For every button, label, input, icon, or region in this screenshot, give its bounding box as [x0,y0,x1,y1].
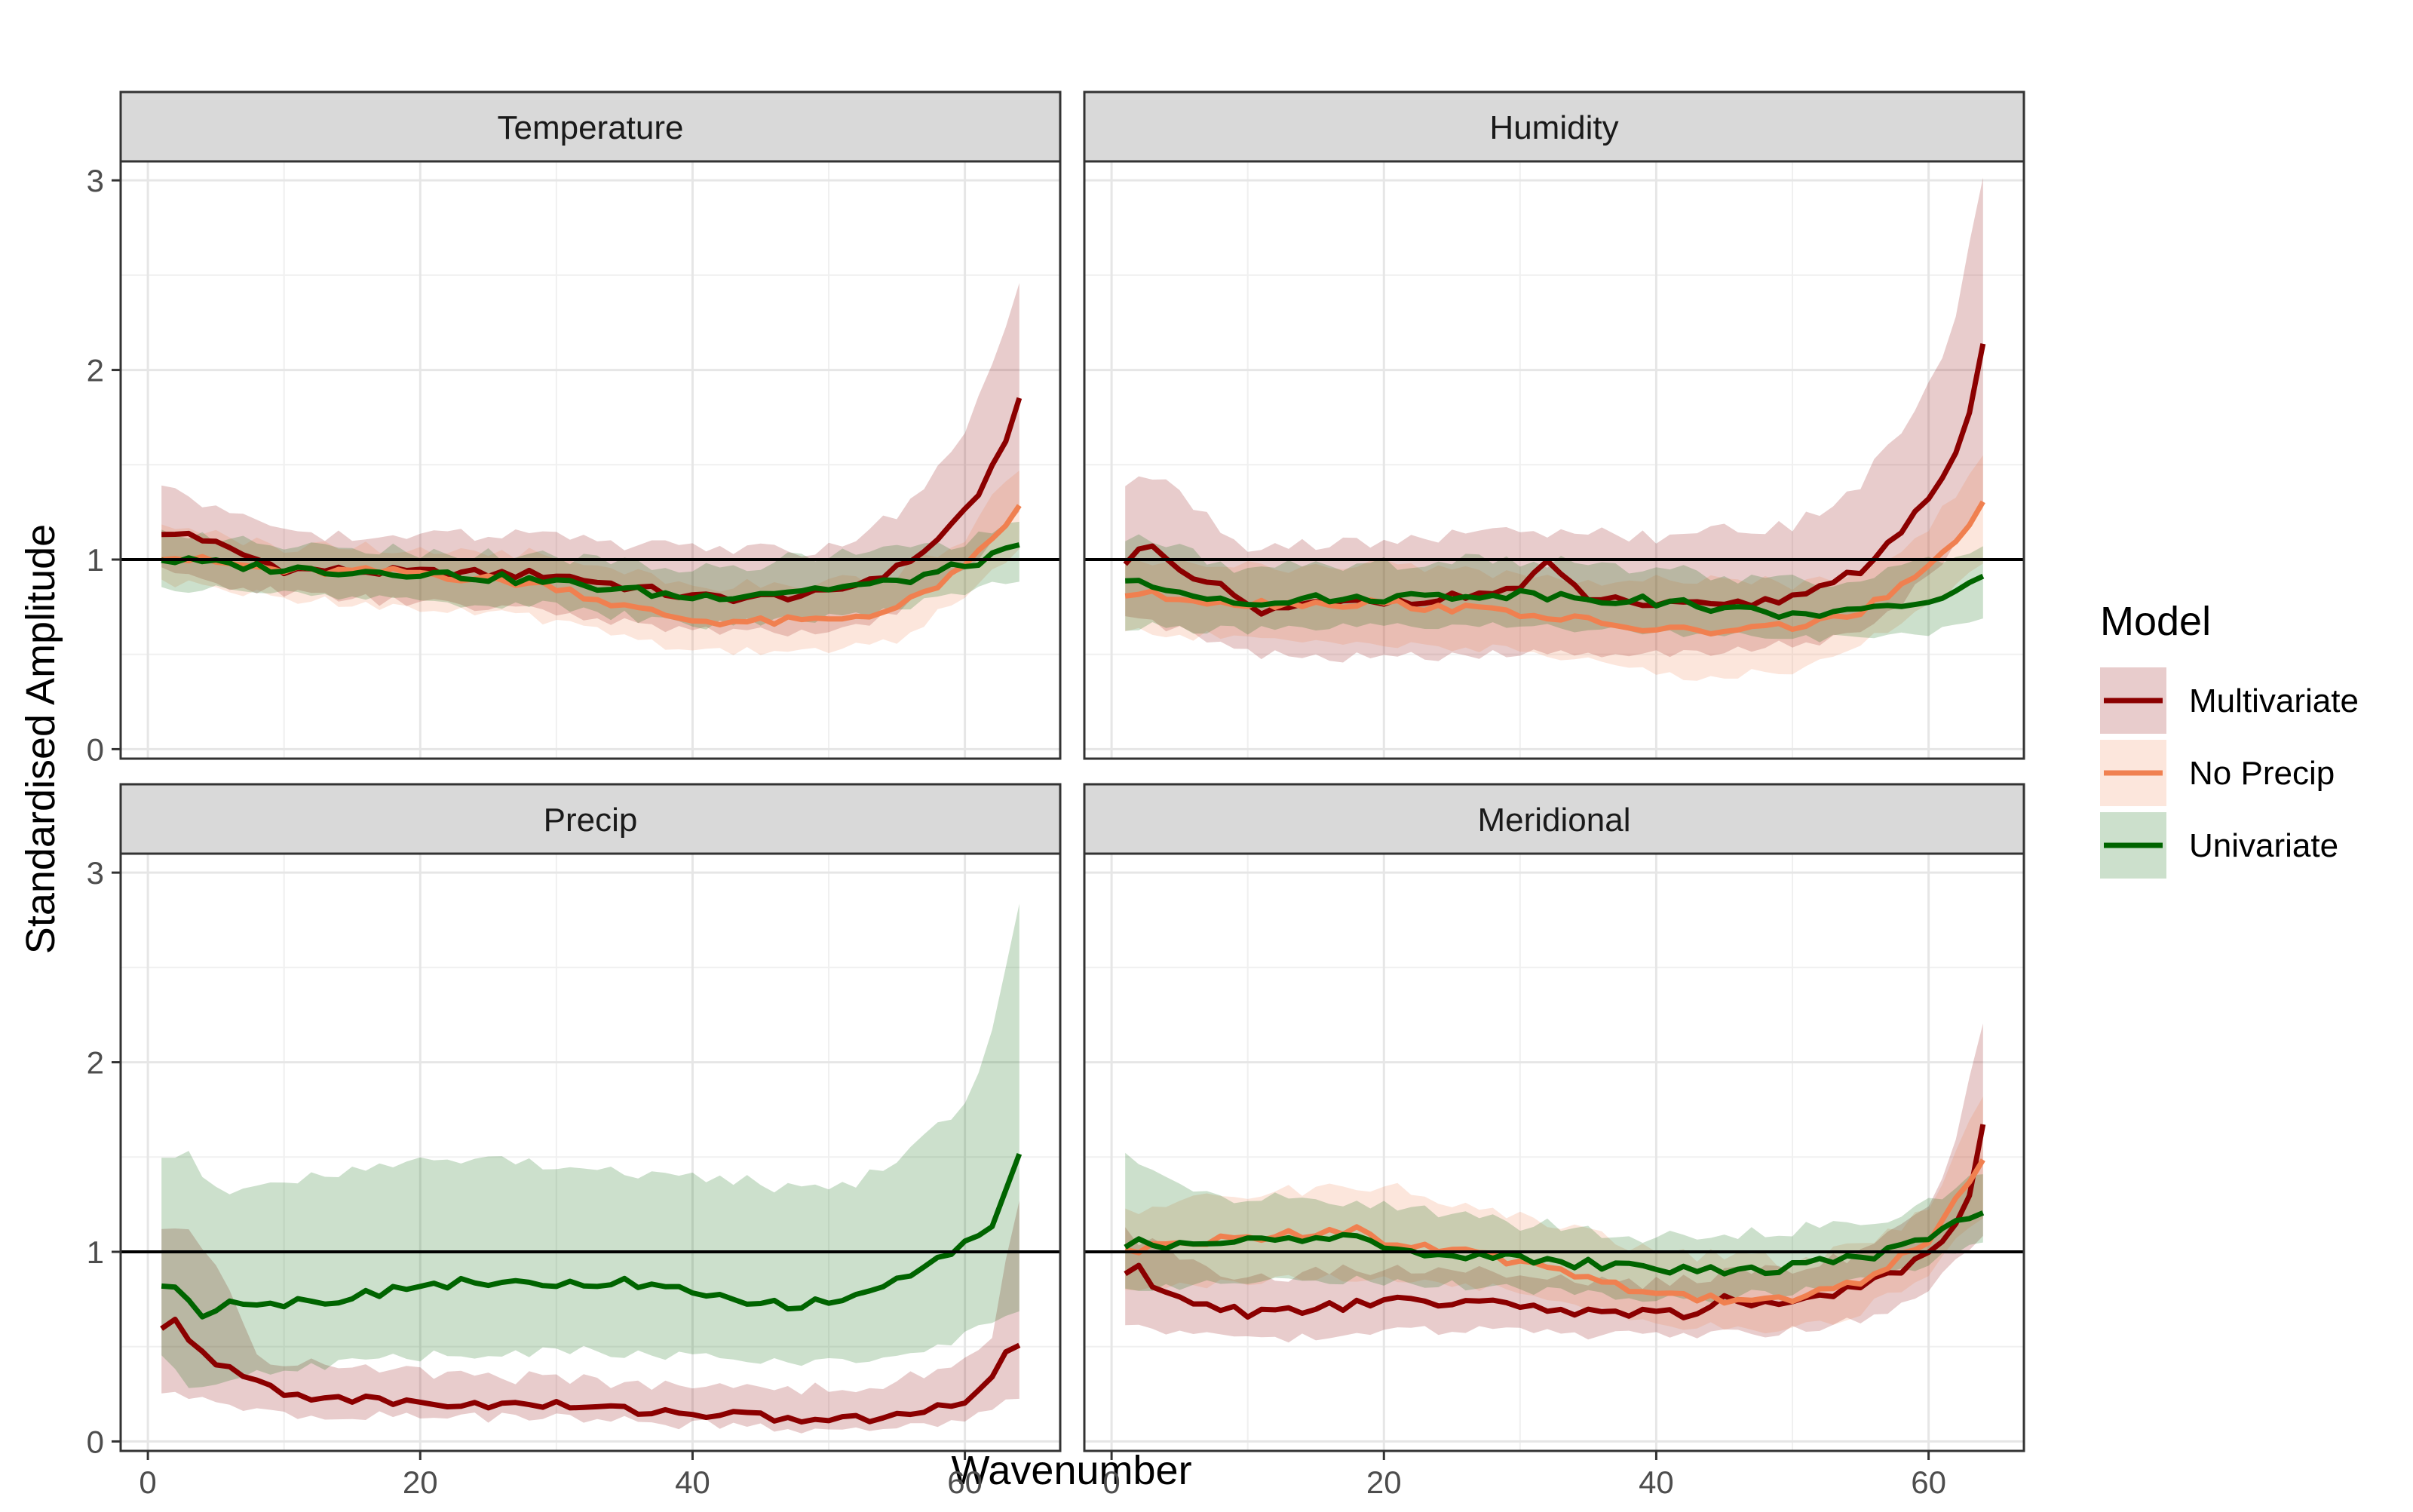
facet-strip [1083,783,2025,855]
facet-label: Precip [544,802,638,839]
panel-background [1084,854,2024,1451]
x-tick-label: 0 [1102,1464,1120,1500]
x-tick-label: 20 [403,1464,438,1500]
panel-border [119,852,1062,1452]
facet-panel: Temperature 0 1 2 3 [87,90,1062,767]
facet-panel: Precip 0 1 2 3 0 20 40 60 [87,783,1062,1500]
panel-border [1083,160,2025,760]
x-tick-label: 40 [675,1464,710,1500]
legend-label: Multivariate [2189,682,2359,719]
y-tick-label: 3 [87,163,104,198]
x-axis-title: Wavenumber [951,1448,1191,1493]
ribbon-band [161,283,1019,636]
panel-background [1084,161,2024,759]
y-tick-label: 2 [87,353,104,388]
facet-strip [119,783,1062,855]
ribbon-band [1125,177,1983,663]
y-tick-label: 1 [87,1234,104,1270]
facet-strip [119,90,1062,163]
y-tick-label: 1 [87,542,104,578]
series-line [1124,1210,1985,1277]
panel-border [1083,852,2025,1452]
panel-background [121,854,1060,1451]
series-line [161,1152,1023,1320]
facet-label: Meridional [1478,802,1631,839]
panel-background [121,161,1060,759]
series-line [1123,343,1986,617]
ribbon-band [1125,1023,1983,1343]
ribbon-band [161,1201,1019,1434]
x-tick-label: 40 [1639,1464,1674,1500]
ribbon-band [1125,1152,1983,1303]
panel-border [119,160,1062,760]
ribbon-band [161,521,1019,630]
facet-panel: Humidity [1083,90,2025,760]
y-axis-title: Standardised Amplitude [18,524,63,954]
series-line [160,1317,1021,1425]
legend: Model Multivariate No Precip Univariate [2100,599,2359,879]
y-tick-label: 0 [87,1424,104,1459]
y-tick-label: 3 [87,855,104,891]
x-tick-label: 60 [1911,1464,1946,1500]
x-tick-label: 0 [139,1464,156,1500]
facet-label: Humidity [1489,109,1618,146]
ribbon-band [161,471,1019,655]
y-tick-label: 0 [87,731,104,767]
facet-strip [1083,90,2025,163]
legend-label: No Precip [2189,755,2335,792]
x-tick-label: 20 [1366,1464,1402,1500]
y-tick-label: 2 [87,1045,104,1081]
legend-label: Univariate [2189,827,2338,864]
series-line [1125,573,1985,620]
ribbon-band [161,903,1019,1388]
series-line [1124,1124,1986,1320]
series-line [161,542,1020,603]
facet-label: Temperature [497,109,683,146]
legend-title: Model [2100,599,2211,644]
x-tick-label: 60 [947,1464,983,1500]
facet-panel: Meridional 0 20 40 60 [1083,783,2025,1500]
panels-layer: Temperature 0 1 2 3 Humidity Precip 0 1 2 3 0 20 40 60… [87,90,2025,1500]
